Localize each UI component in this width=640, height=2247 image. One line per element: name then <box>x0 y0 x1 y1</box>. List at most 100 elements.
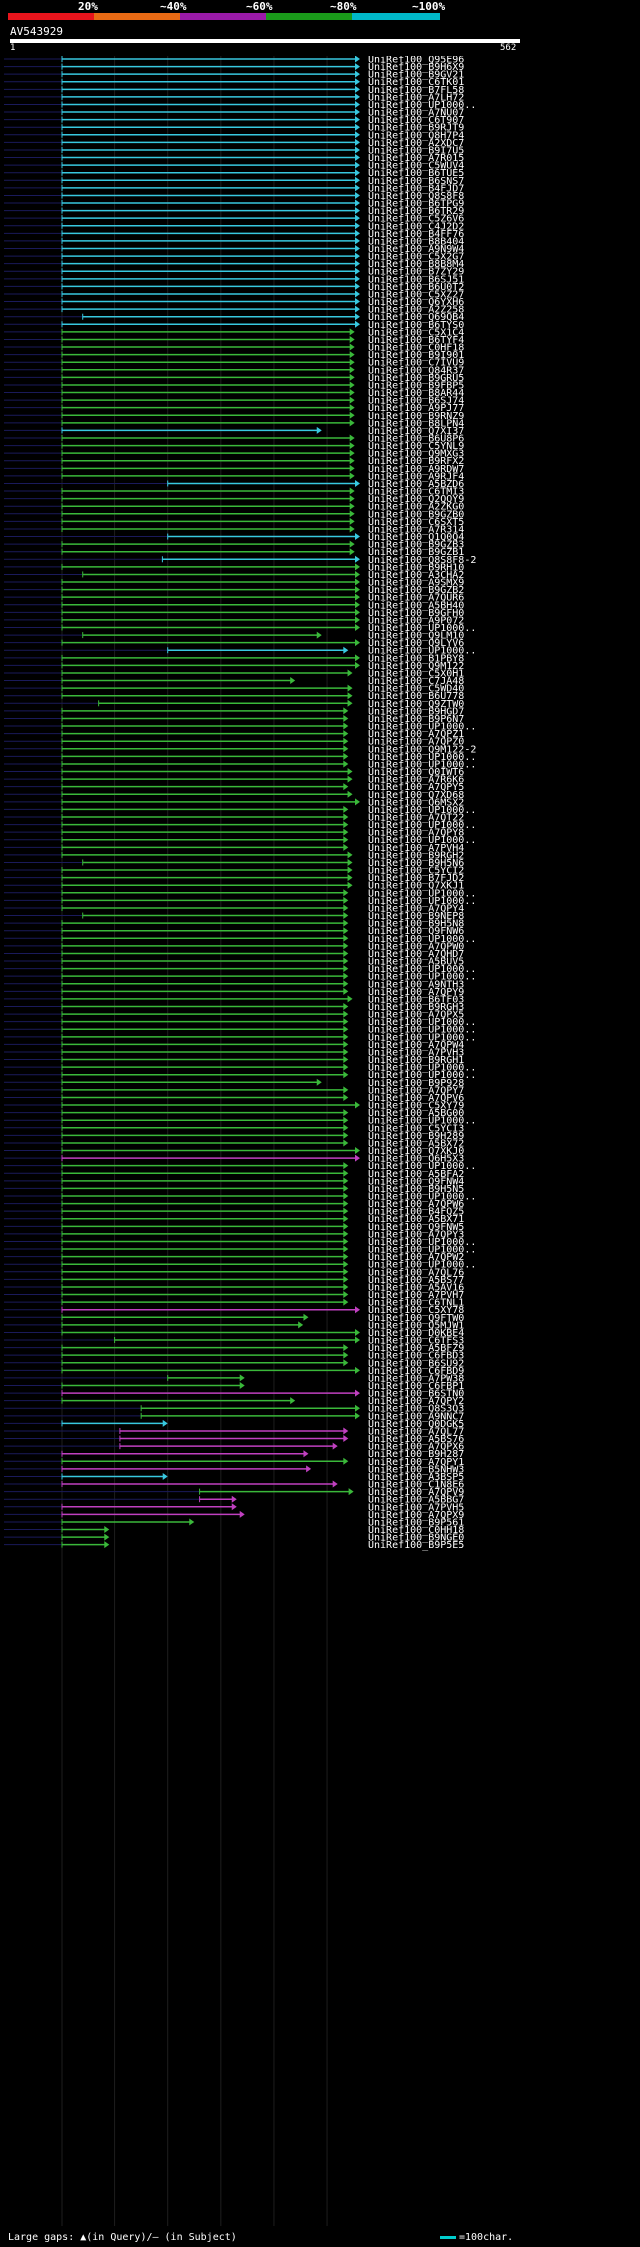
hit-label[interactable]: UniRef100_A5BBG7 <box>368 1495 464 1506</box>
hit-label[interactable]: UniRef100_C5WUV4 <box>368 161 464 172</box>
hit-label[interactable]: UniRef100_UP1000.. <box>368 623 476 634</box>
hit-label[interactable]: UniRef100_UP1000.. <box>368 1032 476 1043</box>
hit-label[interactable]: UniRef100_B9GZB3 <box>368 540 464 551</box>
hit-label[interactable]: UniRef100_B6TYF4 <box>368 335 464 346</box>
hit-label[interactable]: UniRef100_C5X0H1 <box>368 668 464 679</box>
hit-label[interactable]: UniRef100_B9GFH0 <box>368 608 464 619</box>
hit-label[interactable]: UniRef100_B9GRU5 <box>368 373 464 384</box>
hit-label[interactable]: UniRef100_A7QPW4 <box>368 1040 464 1051</box>
hit-label[interactable]: UniRef100_A5BX72 <box>368 1138 464 1149</box>
hit-label[interactable]: UniRef100_A2ZKG0 <box>368 502 464 513</box>
hit-label[interactable]: UniRef100_Q7XI37 <box>368 426 464 437</box>
hit-label[interactable]: UniRef100_C6TNL1 <box>368 1298 464 1309</box>
hit-label[interactable]: UniRef100_A7QPX9 <box>368 1510 464 1521</box>
hit-label[interactable]: UniRef100_B6SU92 <box>368 1358 464 1369</box>
hit-label[interactable]: UniRef100_A7NU07 <box>368 108 464 119</box>
hit-label[interactable]: UniRef100_B9P5E5 <box>368 1540 464 1551</box>
hit-label[interactable]: UniRef100_A7QPZ1 <box>368 729 464 740</box>
hit-label[interactable]: UniRef100_Q0IWT6 <box>368 767 464 778</box>
hit-label[interactable]: UniRef100_Q9MXG3 <box>368 449 464 460</box>
hit-label[interactable]: UniRef100_B8B8M4 <box>368 259 464 270</box>
hit-label[interactable]: UniRef100_B9GZB1 <box>368 547 464 558</box>
hit-label[interactable]: UniRef100_C5YCI2 <box>368 866 464 877</box>
hit-label[interactable]: UniRef100_A7QPY8 <box>368 828 464 839</box>
hit-label[interactable]: UniRef100_B6TR29 <box>368 206 464 217</box>
hit-label[interactable]: UniRef100_B6TUE5 <box>368 168 464 179</box>
hit-label[interactable]: UniRef100_C7IVU9 <box>368 358 464 369</box>
hit-label[interactable]: UniRef100_B8B404 <box>368 236 464 247</box>
hit-label[interactable]: UniRef100_B6U0T2 <box>368 282 464 293</box>
hit-label[interactable]: UniRef100_A7QPY1 <box>368 1457 464 1468</box>
hit-label[interactable]: UniRef100_A7QT22 <box>368 813 464 824</box>
hit-label[interactable]: UniRef100_B4FJD7 <box>368 183 464 194</box>
hit-label[interactable]: UniRef100_A7QPZ0 <box>368 737 464 748</box>
hit-label[interactable]: UniRef100_A7QPY9 <box>368 987 464 998</box>
hit-label[interactable]: UniRef100_B6U8P6 <box>368 434 464 445</box>
hit-label[interactable]: UniRef100_C6FBP1 <box>368 1381 464 1392</box>
hit-label[interactable]: UniRef100_A7QL77 <box>368 1426 464 1437</box>
hit-label[interactable]: UniRef100_B9H5N6 <box>368 858 464 869</box>
hit-label[interactable]: UniRef100_Q9ZTW0 <box>368 699 464 710</box>
hit-label[interactable]: UniRef100_Q1Q0Q4 <box>368 532 464 543</box>
hit-label[interactable]: UniRef100_A7R6K6 <box>368 775 464 786</box>
hit-label[interactable]: UniRef100_B4FQZ5 <box>368 1207 464 1218</box>
hit-label[interactable]: UniRef100_B9P561 <box>368 1517 464 1528</box>
hit-label[interactable]: UniRef100_B6TPG9 <box>368 199 464 210</box>
hit-label[interactable]: UniRef100_UP1000.. <box>368 820 476 831</box>
hit-label[interactable]: UniRef100_C5X1C4 <box>368 327 464 338</box>
hit-label[interactable]: UniRef100_C6TK01 <box>368 77 464 88</box>
hit-label[interactable]: UniRef100_UP1000.. <box>368 805 476 816</box>
hit-label[interactable]: UniRef100_B9HGD7 <box>368 706 464 717</box>
hit-label[interactable]: UniRef100_C0HH18 <box>368 1525 464 1536</box>
hit-label[interactable]: UniRef100_Q7XKJ1 <box>368 881 464 892</box>
hit-label[interactable]: UniRef100_A7QPX5 <box>368 1010 464 1021</box>
hit-label[interactable]: UniRef100_D0KBE4 <box>368 1328 464 1339</box>
hit-label[interactable]: UniRef100_UP1000.. <box>368 1245 476 1256</box>
hit-label[interactable]: UniRef100_B9I901 <box>368 350 464 361</box>
hit-label[interactable]: UniRef100_C0HF18 <box>368 343 464 354</box>
hit-label[interactable]: UniRef100_A5BG00 <box>368 1108 464 1119</box>
hit-label[interactable]: UniRef100_A7PVH3 <box>368 1047 464 1058</box>
hit-label[interactable]: UniRef100_B9GV21 <box>368 70 464 81</box>
hit-label[interactable]: UniRef100_UP1000.. <box>368 752 476 763</box>
hit-label[interactable]: UniRef100_A7QL76 <box>368 1267 464 1278</box>
hit-label[interactable]: UniRef100_A7QPY5 <box>368 782 464 793</box>
hit-label[interactable]: UniRef100_A7R015 <box>368 153 464 164</box>
hit-label[interactable]: UniRef100_Q6YXH6 <box>368 297 464 308</box>
hit-label[interactable]: UniRef100_A5BS76 <box>368 1434 464 1445</box>
hit-label[interactable]: UniRef100_Q9LYV6 <box>368 638 464 649</box>
hit-label[interactable]: UniRef100_A5AV16 <box>368 1282 464 1293</box>
hit-label[interactable]: UniRef100_B9GZB2 <box>368 585 464 596</box>
hit-label[interactable]: UniRef100_C5Z6V6 <box>368 214 464 225</box>
hit-label[interactable]: UniRef100_B9H5N8 <box>368 919 464 930</box>
hit-label[interactable]: UniRef100_C6TMI3 <box>368 487 464 498</box>
hit-label[interactable]: UniRef100_A7R314 <box>368 524 464 535</box>
hit-label[interactable]: UniRef100_Q8S3Q3 <box>368 1404 464 1415</box>
hit-label[interactable]: UniRef100_A7QPW0 <box>368 941 464 952</box>
hit-label[interactable]: UniRef100_Q8S8F8-2 <box>368 555 476 566</box>
hit-label[interactable]: UniRef100_Q7XKJ0 <box>368 1146 464 1157</box>
hit-label[interactable]: UniRef100_A7PVH4 <box>368 843 464 854</box>
hit-label[interactable]: UniRef100_C5WD40 <box>368 684 464 695</box>
hit-label[interactable]: UniRef100_UP1000.. <box>368 1260 476 1271</box>
hit-label[interactable]: UniRef100_C4J2D2 <box>368 221 464 232</box>
hit-label[interactable]: UniRef100_Q8S8F8 <box>368 191 464 202</box>
hit-label[interactable]: UniRef100_Q8H7P4 <box>368 130 464 141</box>
hit-label[interactable]: UniRef100_A7QPY7 <box>368 1085 464 1096</box>
hit-label[interactable]: UniRef100_A5BFA2 <box>368 1169 464 1180</box>
hit-label[interactable]: UniRef100_A2XDC7 <box>368 138 464 149</box>
hit-label[interactable]: UniRef100_Q9M122 <box>368 661 464 672</box>
hit-label[interactable]: UniRef100_B6TF03 <box>368 994 464 1005</box>
hit-label[interactable]: UniRef100_C5XY79 <box>368 1101 464 1112</box>
hit-label[interactable]: UniRef100_A7QPV6 <box>368 1093 464 1104</box>
hit-label[interactable]: UniRef100_B6U778 <box>368 691 464 702</box>
hit-label[interactable]: UniRef100_UP1000.. <box>368 1017 476 1028</box>
hit-label[interactable]: UniRef100_A5BZD6 <box>368 479 464 490</box>
hit-label[interactable]: UniRef100_B7ZY29 <box>368 267 464 278</box>
hit-label[interactable]: UniRef100_B9H6X9 <box>368 62 464 73</box>
hit-label[interactable]: UniRef100_UP1000.. <box>368 896 476 907</box>
hit-label[interactable]: UniRef100_UP1000.. <box>368 964 476 975</box>
hit-label[interactable]: UniRef100_Q9LM10 <box>368 631 464 642</box>
hit-label[interactable]: UniRef100_A9NTH3 <box>368 979 464 990</box>
hit-label[interactable]: UniRef100_Q9FNW5 <box>368 1222 464 1233</box>
